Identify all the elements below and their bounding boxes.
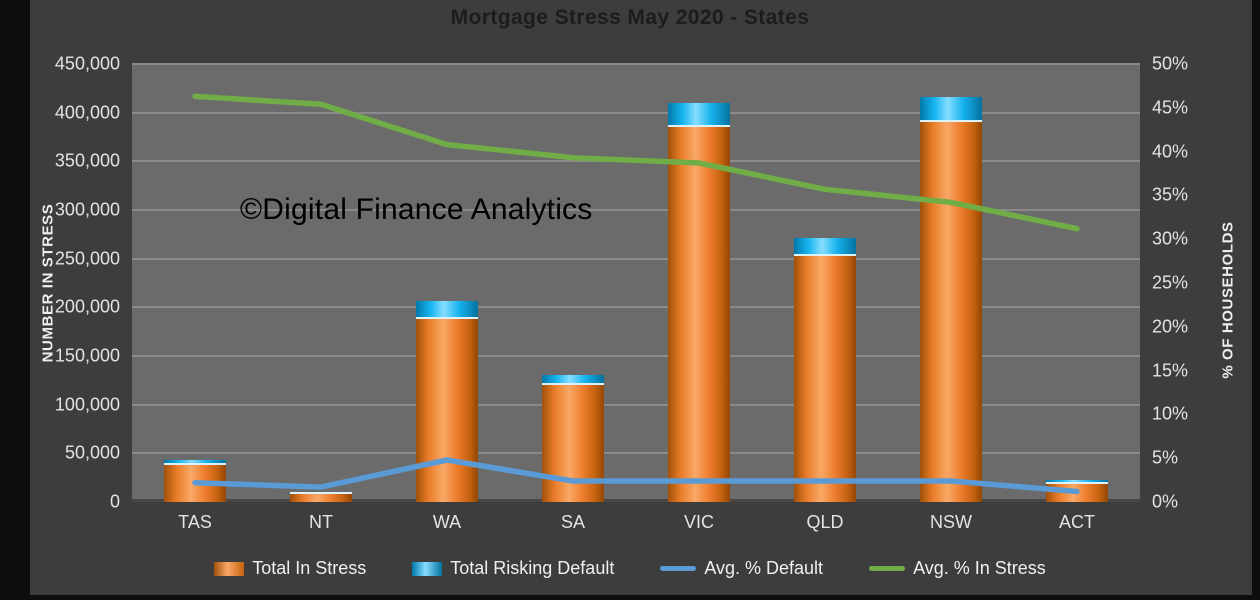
legend-item-bar-orange: Total In Stress bbox=[214, 558, 366, 579]
category-label-tas: TAS bbox=[178, 512, 212, 532]
right-axis-tick-label: 35% bbox=[1152, 184, 1189, 205]
left-axis-tick-label: 250,000 bbox=[54, 248, 120, 269]
bar-blue-swatch-icon bbox=[412, 561, 443, 576]
bottom-edge-strip bbox=[0, 595, 1260, 600]
left-axis-tick-label: 450,000 bbox=[54, 53, 120, 74]
right-edge-strip bbox=[1252, 0, 1260, 600]
gridline bbox=[132, 452, 1140, 455]
bar-total-risking-default bbox=[920, 97, 982, 123]
legend-label: Total In Stress bbox=[252, 558, 367, 578]
bar-total-risking-default bbox=[1046, 480, 1108, 485]
bar-total-risking-default bbox=[416, 300, 478, 320]
bar-total-in-stress bbox=[416, 319, 478, 502]
category-label-wa: WA bbox=[432, 512, 462, 532]
category-label-sa: SA bbox=[560, 512, 585, 532]
left-axis-tick-label: 0 bbox=[109, 491, 120, 512]
gridline bbox=[132, 257, 1140, 260]
chart-title: Mortgage Stress May 2020 - States bbox=[450, 6, 810, 29]
left-axis-tick-label: 350,000 bbox=[54, 150, 120, 171]
right-axis-tick-label: 10% bbox=[1152, 403, 1189, 424]
gridline bbox=[132, 111, 1140, 114]
bar-total-risking-default bbox=[290, 492, 352, 495]
right-axis-tick-label: 20% bbox=[1152, 316, 1189, 337]
right-axis-tick-label: 45% bbox=[1152, 97, 1189, 118]
gridline bbox=[132, 209, 1140, 211]
category-label-qld: QLD bbox=[806, 512, 844, 532]
watermark: ©Digital Finance Analytics bbox=[240, 193, 593, 226]
legend-item-bar-blue: Total Risking Default bbox=[412, 558, 614, 579]
legend-item-line-blue: Avg. % Default bbox=[660, 558, 823, 579]
line-series-layer bbox=[192, 93, 1080, 495]
legend-item-line-green: Avg. % In Stress bbox=[869, 558, 1046, 579]
bar-total-in-stress bbox=[668, 127, 730, 502]
bar-total-in-stress bbox=[794, 255, 856, 502]
left-axis-tick-label: 200,000 bbox=[54, 296, 120, 317]
category-label-nt: NT bbox=[309, 512, 333, 532]
right-axis-tick-label: 30% bbox=[1152, 228, 1189, 249]
category-label-act: ACT bbox=[1059, 512, 1095, 532]
bar-orange-swatch-icon bbox=[214, 561, 245, 576]
gridline bbox=[132, 63, 1140, 65]
line-green-swatch-icon bbox=[869, 566, 906, 571]
legend-label: Avg. % In Stress bbox=[913, 558, 1046, 578]
bar-total-risking-default bbox=[164, 459, 226, 466]
bar-total-in-stress bbox=[290, 494, 352, 502]
gridline bbox=[132, 403, 1140, 406]
right-axis-title: % OF HOUSEHOLDS bbox=[1219, 221, 1237, 379]
left-axis-title: NUMBER IN STRESS bbox=[39, 203, 57, 363]
gridline bbox=[132, 355, 1140, 357]
category-label-nsw: NSW bbox=[930, 512, 972, 532]
legend-label: Avg. % Default bbox=[704, 558, 824, 578]
left-axis-tick-label: 150,000 bbox=[54, 345, 120, 366]
left-axis-tick-label: 100,000 bbox=[54, 394, 120, 415]
left-axis-tick-label: 300,000 bbox=[54, 199, 120, 220]
right-axis-tick-label: 25% bbox=[1152, 272, 1189, 293]
right-axis-tick-label: 15% bbox=[1152, 360, 1189, 381]
left-axis-tick-label: 50,000 bbox=[64, 442, 120, 463]
right-axis-tick-label: 0% bbox=[1152, 491, 1179, 512]
gridline bbox=[132, 306, 1140, 309]
bar-total-risking-default bbox=[542, 375, 604, 386]
right-axis-tick-label: 50% bbox=[1152, 53, 1189, 74]
left-edge-strip bbox=[0, 0, 30, 600]
bar-total-risking-default bbox=[668, 102, 730, 128]
right-axis-tick-label: 5% bbox=[1152, 447, 1179, 468]
chart-legend: Total In Stress Total Risking Default Avg.… bbox=[0, 558, 1260, 579]
category-label-vic: VIC bbox=[683, 512, 714, 532]
x-axis-baseline bbox=[132, 499, 1140, 502]
line-avg-in-stress bbox=[192, 93, 1080, 232]
legend-label: Total Risking Default bbox=[450, 558, 615, 578]
bar-total-in-stress bbox=[920, 122, 982, 502]
left-axis-tick-label: 400,000 bbox=[54, 102, 120, 123]
line-avg-default bbox=[192, 457, 1080, 495]
bar-total-risking-default bbox=[794, 238, 856, 256]
right-axis-tick-label: 40% bbox=[1152, 141, 1189, 162]
line-blue-swatch-icon bbox=[660, 566, 697, 571]
